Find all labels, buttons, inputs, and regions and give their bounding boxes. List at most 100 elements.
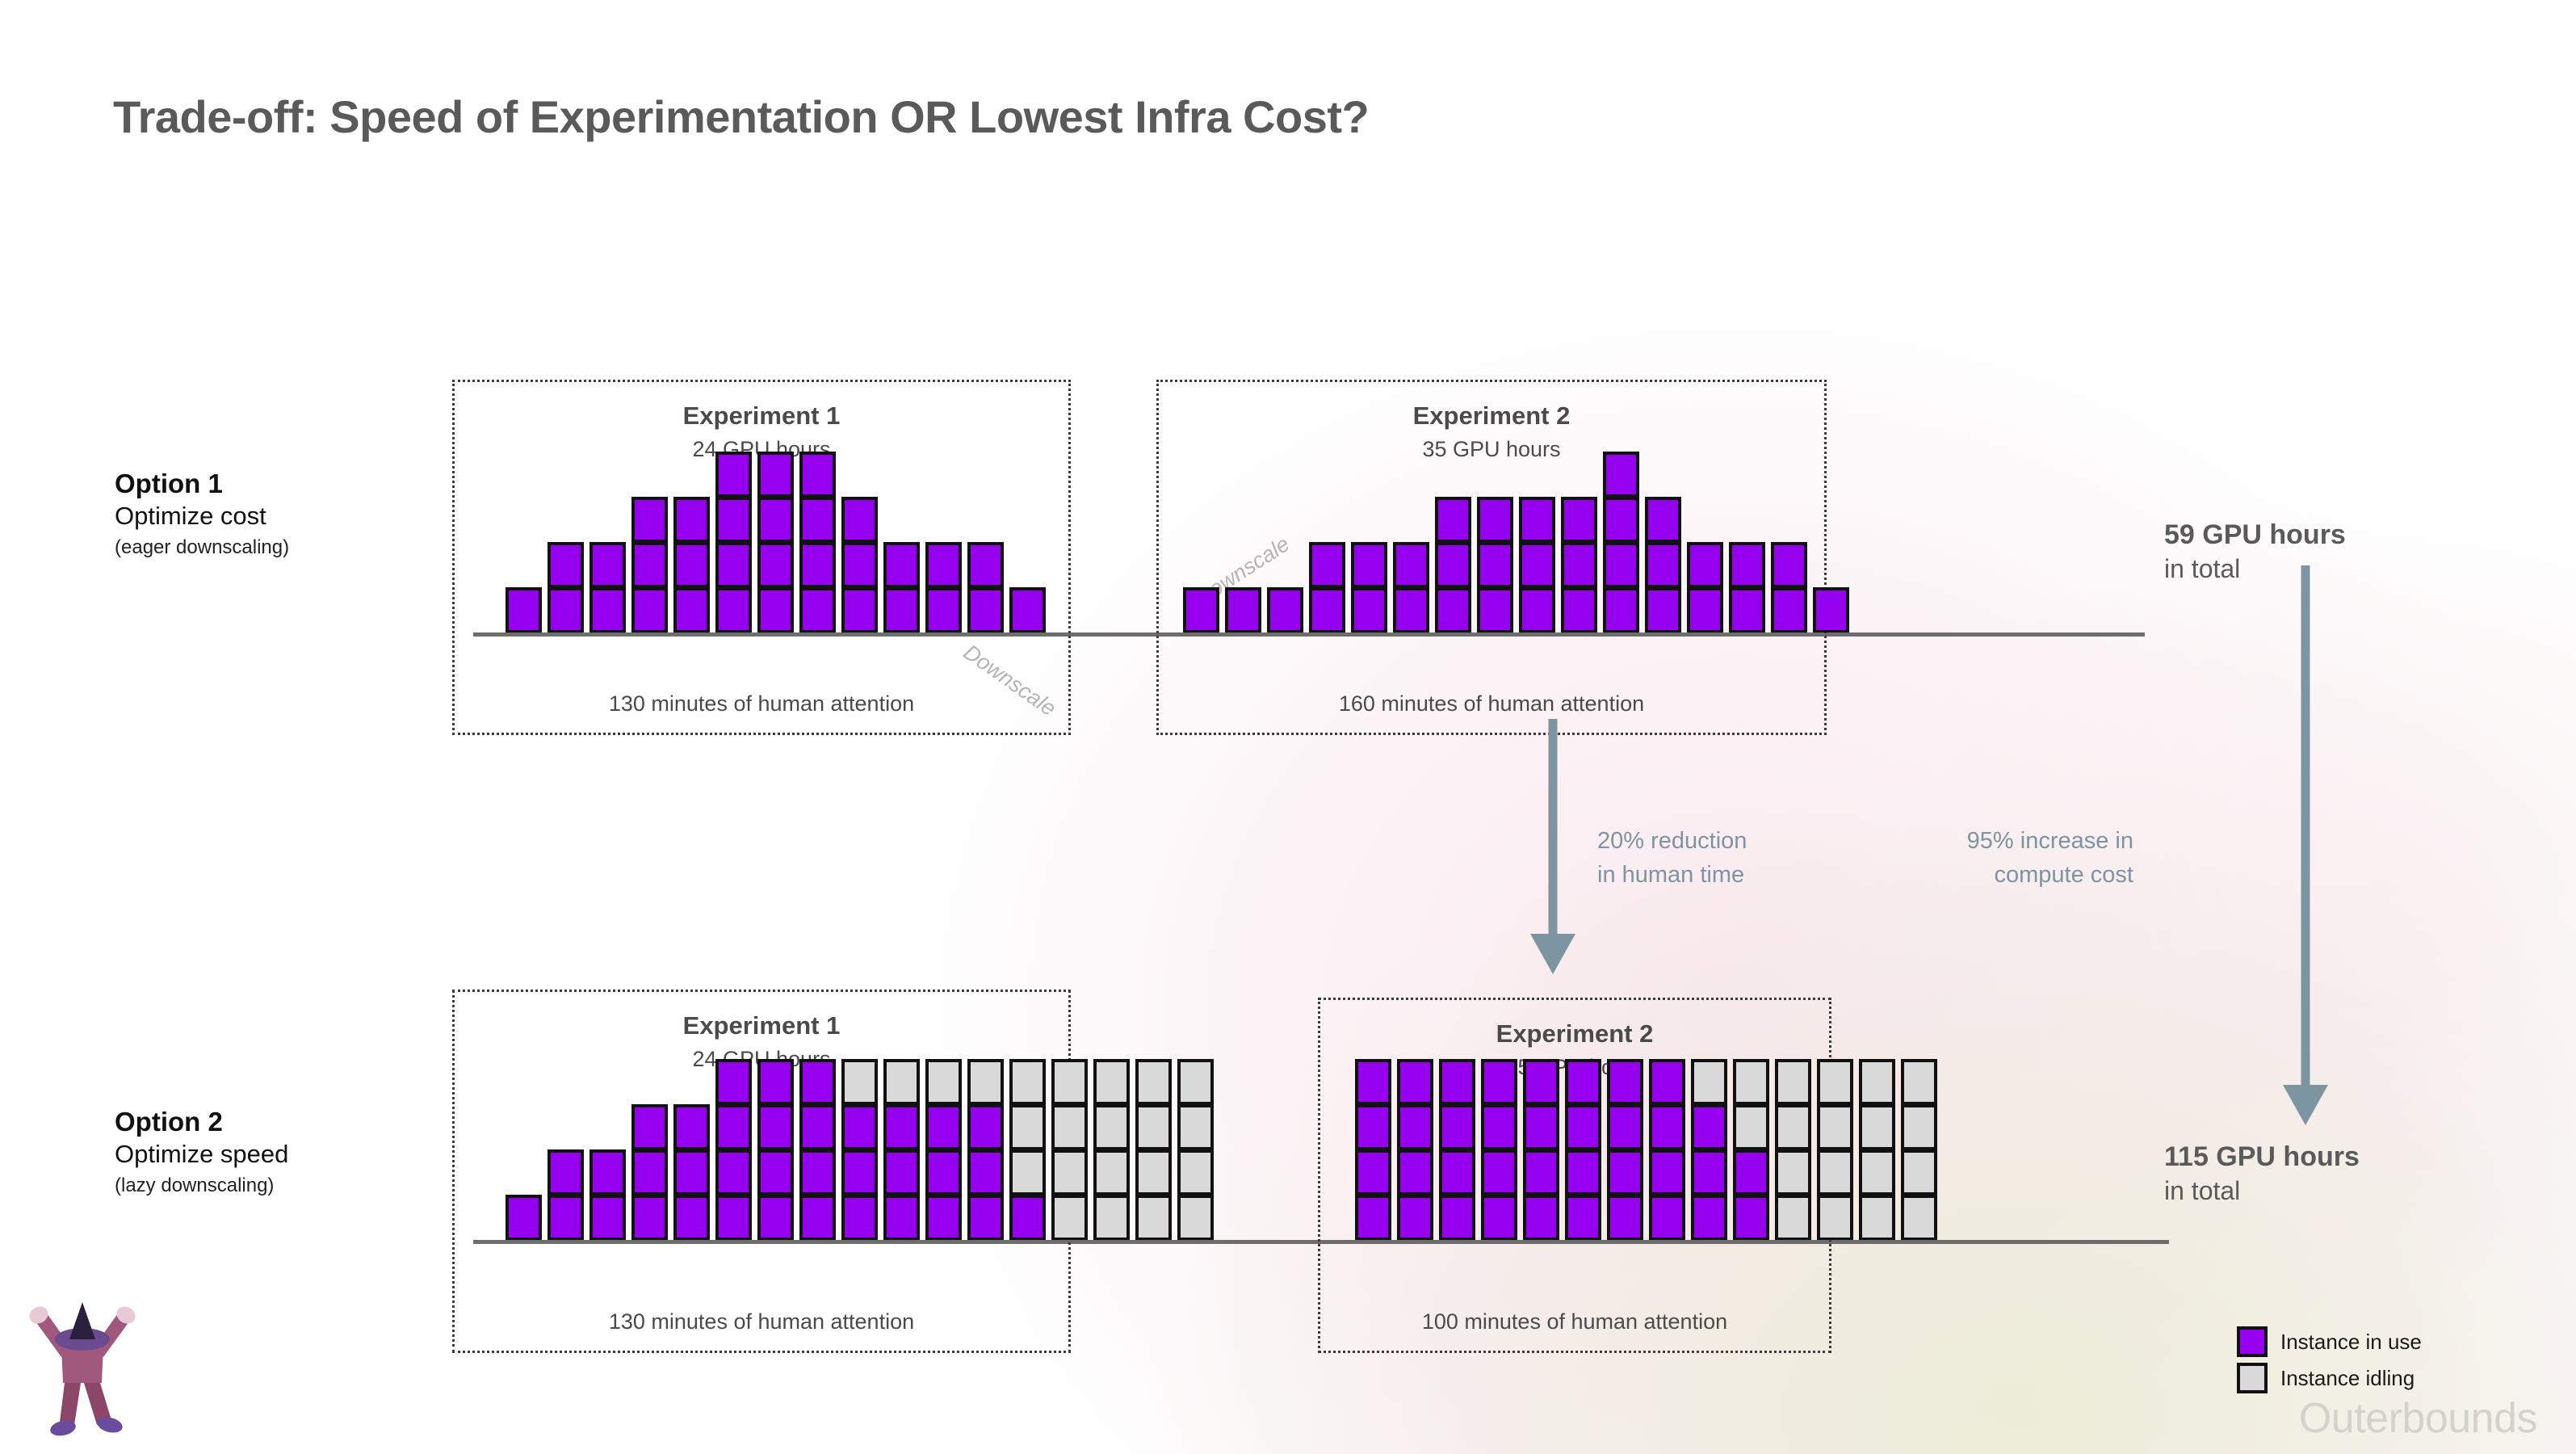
bar-column xyxy=(1519,497,1555,632)
option-2-total-value: 115 GPU hours xyxy=(2164,1141,2360,1172)
block-idling xyxy=(1859,1104,1895,1149)
block-idling xyxy=(1901,1149,1937,1195)
block-idling xyxy=(1775,1059,1811,1104)
block-idling xyxy=(1733,1059,1769,1104)
bar-column xyxy=(1393,542,1429,632)
bar-column xyxy=(1775,1059,1811,1240)
block-in-use xyxy=(1355,1149,1391,1195)
block-idling xyxy=(1009,1059,1046,1104)
block-in-use xyxy=(548,1195,584,1240)
block-idling xyxy=(1051,1104,1088,1149)
block-in-use xyxy=(1649,1104,1685,1149)
bar-column xyxy=(715,452,752,632)
human-reduction-line-1: 20% reduction xyxy=(1597,828,1747,854)
block-in-use xyxy=(1565,1195,1601,1240)
block-in-use xyxy=(799,1059,836,1104)
block-in-use xyxy=(925,542,962,587)
block-in-use xyxy=(1355,1195,1391,1240)
option-1-experiment-2-gpu-hours: 35 GPU hours xyxy=(1422,437,1561,461)
block-in-use xyxy=(1645,497,1681,542)
bar-column xyxy=(1309,542,1345,632)
block-in-use xyxy=(757,1195,794,1240)
option-2-chart-row: Experiment 1 24 GPU hours 130 minutes of… xyxy=(452,990,2213,1353)
block-in-use xyxy=(1439,1149,1475,1195)
block-idling xyxy=(1177,1104,1214,1149)
block-in-use xyxy=(1691,1104,1727,1149)
block-in-use xyxy=(757,452,794,497)
bar-column xyxy=(1183,587,1219,632)
legend: Instance in use Instance idling xyxy=(2237,1326,2422,1399)
block-in-use xyxy=(1225,587,1261,632)
bar-column xyxy=(1051,1059,1088,1240)
block-in-use xyxy=(757,1059,794,1104)
block-in-use xyxy=(1481,1059,1517,1104)
page-title: Trade-off: Speed of Experimentation OR L… xyxy=(113,91,1370,142)
block-in-use xyxy=(799,542,836,587)
block-in-use xyxy=(715,1059,752,1104)
block-in-use xyxy=(757,497,794,542)
block-in-use xyxy=(715,497,752,542)
block-idling xyxy=(1093,1149,1130,1195)
block-in-use xyxy=(1565,1059,1601,1104)
bar-column xyxy=(548,1149,584,1240)
block-idling xyxy=(1775,1104,1811,1149)
block-in-use xyxy=(1397,1104,1433,1149)
block-in-use xyxy=(1481,1104,1517,1149)
block-idling xyxy=(1859,1059,1895,1104)
block-in-use xyxy=(589,542,626,587)
bar-column xyxy=(883,542,920,632)
block-in-use xyxy=(1523,1149,1559,1195)
block-idling xyxy=(1177,1149,1214,1195)
bar-column xyxy=(715,1059,752,1240)
bar-column xyxy=(1733,1059,1769,1240)
block-idling xyxy=(1859,1195,1895,1240)
block-in-use xyxy=(757,542,794,587)
block-in-use xyxy=(883,1195,920,1240)
bar-column xyxy=(506,587,542,632)
legend-label-in-use: Instance in use xyxy=(2280,1329,2422,1354)
block-in-use xyxy=(1691,1149,1727,1195)
option-1-total: 59 GPU hours in total xyxy=(2164,517,2346,586)
block-in-use xyxy=(1649,1195,1685,1240)
block-in-use xyxy=(1183,587,1219,632)
option-2-experiment-1-title: Experiment 1 xyxy=(682,1011,841,1040)
block-in-use xyxy=(548,1149,584,1195)
block-in-use xyxy=(841,587,878,632)
baseline-option-2 xyxy=(473,1240,2169,1244)
bar-column xyxy=(1729,542,1765,632)
bar-column xyxy=(1093,1059,1130,1240)
block-idling xyxy=(1817,1104,1853,1149)
block-in-use xyxy=(967,1195,1004,1240)
block-in-use xyxy=(1687,587,1723,632)
bar-column xyxy=(548,542,584,632)
bar-column xyxy=(1439,1059,1475,1240)
bar-column xyxy=(1355,1059,1391,1240)
bar-column xyxy=(1267,587,1303,632)
block-idling xyxy=(1051,1149,1088,1195)
block-idling xyxy=(1775,1149,1811,1195)
block-in-use xyxy=(673,1149,710,1195)
block-in-use xyxy=(799,1104,836,1149)
block-in-use xyxy=(841,497,878,542)
bar-column xyxy=(1859,1059,1895,1240)
block-in-use xyxy=(1565,1149,1601,1195)
bar-column xyxy=(1523,1059,1559,1240)
arrow-shaft xyxy=(1548,719,1558,935)
block-idling xyxy=(1051,1059,1088,1104)
block-in-use xyxy=(1523,1104,1559,1149)
option-2-subtitle: Optimize speed xyxy=(115,1140,289,1169)
block-idling xyxy=(1775,1195,1811,1240)
block-in-use xyxy=(925,587,962,632)
bar-column xyxy=(757,452,794,632)
block-in-use xyxy=(715,1195,752,1240)
bar-column xyxy=(967,1059,1004,1240)
block-idling xyxy=(1817,1149,1853,1195)
block-in-use xyxy=(1009,587,1046,632)
block-in-use xyxy=(631,1149,668,1195)
block-idling xyxy=(967,1059,1004,1104)
block-in-use xyxy=(631,497,668,542)
bar-column xyxy=(1177,1059,1214,1240)
block-in-use xyxy=(548,542,584,587)
block-in-use xyxy=(1397,1195,1433,1240)
